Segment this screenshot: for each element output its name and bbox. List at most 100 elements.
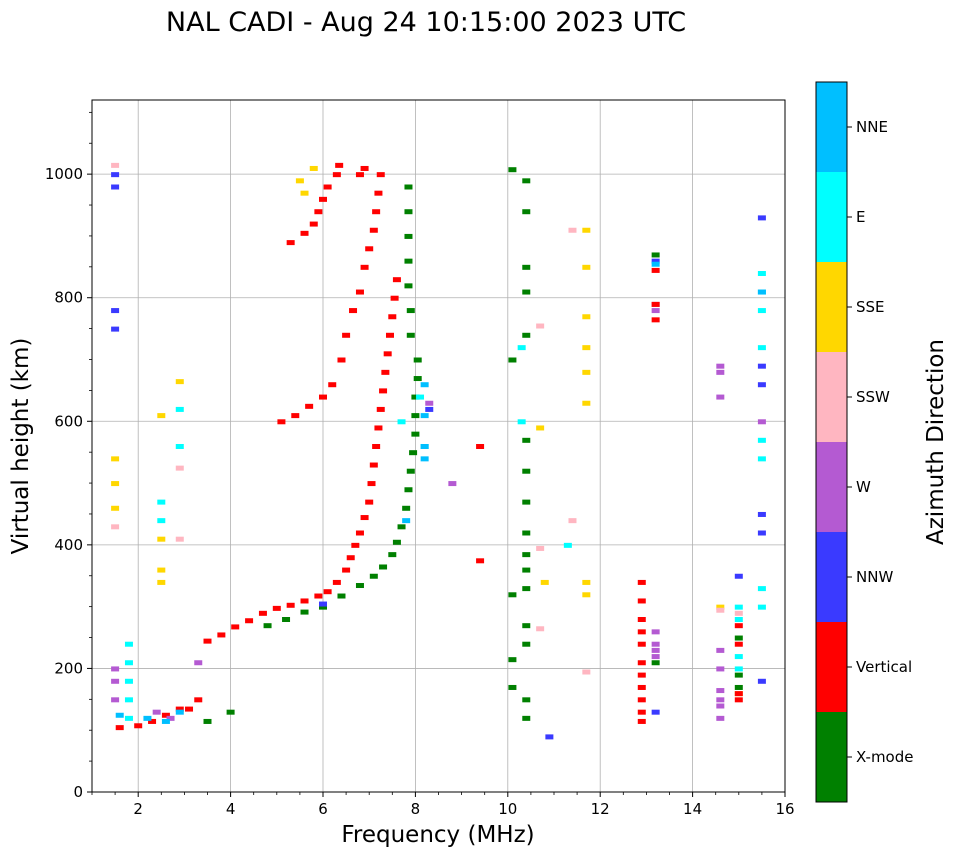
data-point (716, 688, 725, 694)
data-point (175, 406, 184, 412)
grid (92, 100, 786, 793)
data-point (757, 308, 766, 314)
series-nnw (111, 172, 766, 740)
data-marks (111, 162, 766, 740)
data-point (360, 165, 369, 171)
data-point (413, 357, 422, 363)
data-point (369, 227, 378, 233)
data-point (757, 382, 766, 388)
y-axis: 0 200 400 600 800 1000 (45, 111, 92, 801)
data-point (522, 715, 531, 721)
data-point (536, 425, 545, 431)
data-point (637, 697, 646, 703)
data-point (637, 684, 646, 690)
x-tick-label: 16 (775, 800, 794, 818)
data-point (757, 271, 766, 276)
data-point (319, 394, 327, 400)
data-point (425, 400, 434, 406)
y-tick-label: 400 (54, 536, 83, 554)
series-w (111, 301, 766, 721)
data-point (323, 184, 332, 190)
data-point (716, 647, 725, 653)
data-point (651, 301, 660, 307)
data-point (651, 629, 660, 635)
data-point (111, 308, 120, 314)
data-point (231, 624, 240, 630)
data-point (157, 499, 166, 505)
data-point (383, 351, 392, 357)
data-point (372, 209, 381, 215)
data-point (651, 308, 660, 314)
data-point (476, 444, 485, 449)
data-point (522, 552, 531, 558)
data-point (734, 617, 743, 622)
data-point (734, 691, 743, 697)
data-point (582, 579, 591, 585)
data-point (319, 196, 327, 202)
series-vertical (476, 267, 743, 724)
data-point (637, 718, 646, 724)
data-point (522, 586, 531, 592)
data-point (111, 697, 120, 703)
data-point (194, 697, 203, 703)
data-point (522, 264, 531, 270)
data-point (448, 481, 457, 487)
data-point (379, 564, 388, 570)
data-point (734, 604, 743, 610)
colorbar-swatch (816, 712, 847, 802)
data-point (300, 230, 309, 236)
data-point (115, 725, 124, 731)
data-point (161, 718, 170, 724)
data-point (374, 190, 383, 196)
data-point (309, 221, 318, 227)
data-point (757, 456, 766, 462)
data-point (319, 604, 327, 610)
data-point (385, 332, 394, 338)
data-point (175, 706, 184, 712)
data-point (342, 332, 351, 338)
colorbar-swatch (816, 262, 847, 352)
data-point (319, 601, 327, 607)
data-point (388, 314, 397, 320)
series-sse (111, 165, 743, 697)
data-point (369, 573, 378, 579)
data-point (582, 314, 591, 320)
plot-frame (91, 99, 786, 793)
colorbar-tick-label: E (856, 208, 865, 226)
data-point (563, 542, 572, 548)
data-point (716, 715, 725, 721)
data-point (582, 227, 591, 233)
data-point (286, 602, 295, 608)
data-point (379, 388, 388, 394)
data-point (332, 579, 341, 585)
data-point (111, 678, 120, 684)
data-point (374, 425, 383, 431)
data-point (277, 419, 286, 425)
data-point (226, 709, 235, 715)
data-point (157, 536, 166, 542)
data-point (651, 660, 660, 666)
data-point (372, 444, 381, 449)
data-point (309, 165, 318, 171)
data-point (522, 289, 531, 295)
data-point (757, 419, 766, 425)
data-point (332, 172, 341, 178)
chart-title: NAL CADI - Aug 24 10:15:00 2023 UTC (166, 7, 686, 38)
y-tick-label: 200 (54, 659, 83, 677)
colorbar-swatch (816, 442, 847, 532)
data-point (305, 403, 314, 409)
data-point (757, 289, 766, 295)
data-point (637, 617, 646, 622)
data-point (508, 657, 517, 663)
colorbar-swatch (816, 622, 847, 712)
data-point (157, 518, 166, 524)
data-point (175, 709, 184, 715)
data-point (522, 332, 531, 338)
data-point (536, 323, 545, 329)
data-point (404, 233, 413, 239)
x-tick-label: 10 (498, 800, 517, 818)
data-point (651, 258, 660, 264)
data-point (157, 413, 166, 419)
data-point (637, 672, 646, 678)
data-point (203, 638, 212, 644)
